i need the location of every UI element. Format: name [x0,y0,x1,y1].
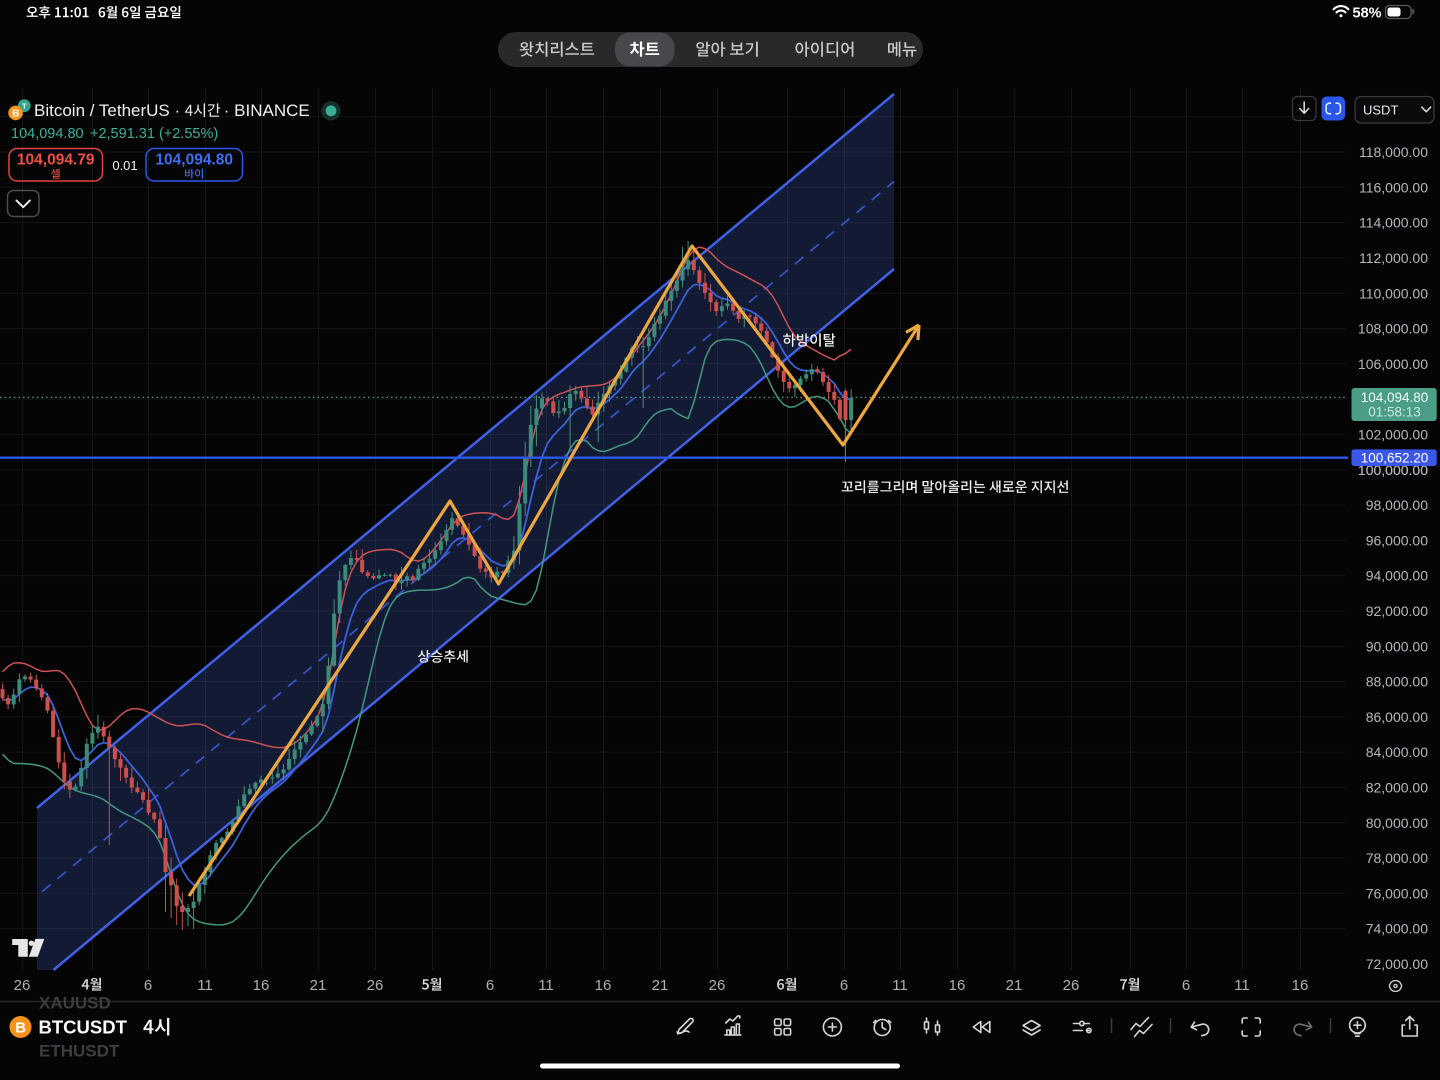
svg-text:26: 26 [14,977,31,994]
svg-text:11: 11 [197,977,213,994]
svg-text:Bitcoin / TetherUS ·: Bitcoin / TetherUS · [34,101,180,120]
svg-text:96,000.00: 96,000.00 [1366,532,1428,548]
svg-text:88,000.00: 88,000.00 [1366,674,1428,690]
svg-text:104,094.80: 104,094.80 [155,152,233,169]
svg-text:116,000.00: 116,000.00 [1359,179,1428,195]
svg-text:114,000.00: 114,000.00 [1359,215,1428,231]
svg-text:B: B [12,108,20,120]
svg-text:102,000.00: 102,000.00 [1358,427,1428,443]
svg-text:16: 16 [1292,977,1309,994]
svg-text:86,000.00: 86,000.00 [1366,709,1428,725]
svg-text:6: 6 [486,977,494,994]
svg-text:104,094.80: 104,094.80 [11,126,84,142]
svg-text:B: B [15,1019,26,1036]
svg-text:T: T [22,101,27,110]
svg-text:104,094.80: 104,094.80 [1361,390,1429,405]
svg-text:80,000.00: 80,000.00 [1366,815,1428,831]
svg-text:76,000.00: 76,000.00 [1366,885,1428,901]
svg-text:104,094.79: 104,094.79 [17,152,95,169]
svg-text:21: 21 [310,977,327,994]
svg-text:112,000.00: 112,000.00 [1359,250,1428,266]
svg-text:94,000.00: 94,000.00 [1366,568,1428,584]
svg-text:11: 11 [1234,977,1250,994]
svg-text:11: 11 [538,977,554,994]
svg-text:110,000.00: 110,000.00 [1359,285,1428,301]
svg-text:26: 26 [367,977,384,994]
svg-text:118,000.00: 118,000.00 [1359,144,1428,160]
svg-text:26: 26 [709,977,726,994]
svg-text:92,000.00: 92,000.00 [1366,603,1428,619]
svg-text:6: 6 [144,977,152,994]
svg-text:ETHUSDT: ETHUSDT [39,1042,120,1061]
svg-text:16: 16 [595,977,612,994]
svg-text:USDT: USDT [1363,103,1398,118]
svg-text:0.01: 0.01 [112,158,137,173]
svg-text:6: 6 [840,977,848,994]
svg-text:+2,591.31 (+2.55%): +2,591.31 (+2.55%) [90,126,218,142]
svg-text:84,000.00: 84,000.00 [1366,744,1428,760]
svg-text:98,000.00: 98,000.00 [1366,497,1428,513]
svg-text:6: 6 [1182,977,1190,994]
svg-text:21: 21 [1006,977,1023,994]
svg-text:78,000.00: 78,000.00 [1366,850,1428,866]
svg-text:01:58:13: 01:58:13 [1368,405,1421,420]
svg-text:BTCUSDT: BTCUSDT [39,1017,128,1038]
svg-text:26: 26 [1063,977,1080,994]
svg-text:108,000.00: 108,000.00 [1358,321,1428,337]
svg-text:XAUUSD: XAUUSD [39,994,111,1013]
svg-text:72,000.00: 72,000.00 [1366,956,1428,972]
svg-text:58%: 58% [1353,5,1382,21]
svg-text:11: 11 [892,977,908,994]
svg-text:21: 21 [652,977,669,994]
svg-text:16: 16 [253,977,270,994]
svg-text:· BINANCE: · BINANCE [224,101,310,120]
svg-text:16: 16 [949,977,966,994]
svg-text:82,000.00: 82,000.00 [1366,780,1428,796]
svg-text:90,000.00: 90,000.00 [1366,638,1428,654]
svg-text:106,000.00: 106,000.00 [1358,356,1428,372]
svg-text:74,000.00: 74,000.00 [1366,921,1428,937]
svg-text:100,652.20: 100,652.20 [1361,451,1429,466]
